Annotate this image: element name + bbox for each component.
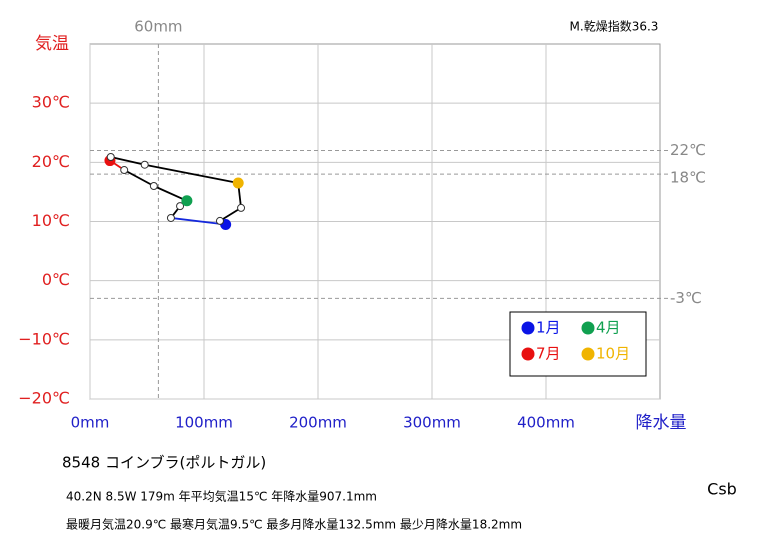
- x-tick-label: 100mm: [175, 414, 233, 432]
- legend-label: 4月: [596, 319, 621, 337]
- dryness-index: M.乾燥指数36.3: [570, 19, 659, 34]
- y-tick-label: −20℃: [18, 389, 70, 408]
- month-point: [149, 182, 158, 190]
- y-tick-label: 0℃: [42, 270, 70, 289]
- month-point: [181, 195, 193, 207]
- month-point: [106, 153, 115, 162]
- y-tick-label: 10℃: [32, 211, 70, 230]
- x-tick-label: 200mm: [289, 414, 347, 432]
- climate-line: [144, 163, 239, 184]
- month-point: [237, 203, 246, 212]
- month-point: [215, 216, 224, 225]
- note: 最暖月気温20.9℃ 最寒月気温9.5℃ 最多月降水量132.5mm 最少月降水…: [66, 517, 522, 532]
- reference-label: 22℃: [670, 141, 706, 159]
- y-tick-label: 30℃: [32, 93, 70, 112]
- reference-label: 18℃: [670, 169, 706, 187]
- legend-label: 10月: [596, 345, 630, 363]
- y-tick-label: −10℃: [18, 329, 70, 348]
- month-point: [232, 177, 244, 189]
- legend-box: [509, 311, 647, 377]
- month-point: [120, 166, 129, 175]
- climate-line: [110, 156, 145, 166]
- climate-line: [123, 169, 155, 187]
- x-tick-label: 0mm: [71, 414, 110, 432]
- legend-label: 7月: [536, 345, 561, 363]
- climate-class: Csb: [707, 480, 737, 499]
- legend-marker: [521, 321, 535, 335]
- station: 8548 コインブラ(ポルトガル): [62, 454, 266, 472]
- x-tick-label: 400mm: [517, 414, 575, 432]
- legend-marker: [581, 321, 595, 335]
- month-point: [176, 202, 185, 211]
- reference-label: -3℃: [670, 289, 702, 307]
- y-axis-label: 気温: [35, 34, 69, 54]
- climate-line: [170, 217, 226, 226]
- legend-marker: [521, 347, 535, 361]
- climate-line: [153, 185, 188, 202]
- legend-label: 1月: [536, 319, 561, 337]
- month-point: [140, 160, 149, 169]
- y-tick-label: 20℃: [32, 152, 70, 171]
- x-axis-label: 降水量: [636, 413, 687, 433]
- reference-label: 60mm: [134, 18, 182, 36]
- x-tick-label: 300mm: [403, 414, 461, 432]
- climate-line: [219, 207, 242, 222]
- note: 40.2N 8.5W 179m 年平均気温15℃ 年降水量907.1mm: [66, 489, 377, 504]
- legend-marker: [581, 347, 595, 361]
- month-point: [166, 213, 175, 222]
